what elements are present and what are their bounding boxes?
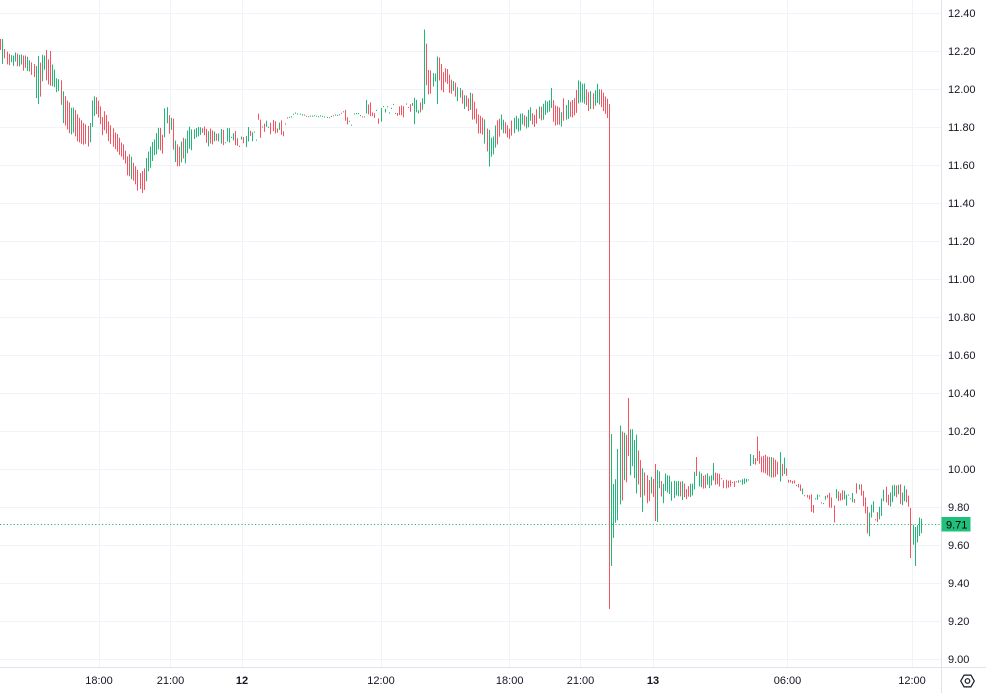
svg-text:12.00: 12.00 [948,84,976,96]
svg-text:11.20: 11.20 [948,236,975,248]
svg-text:10.40: 10.40 [948,388,976,400]
svg-text:10.80: 10.80 [948,312,976,324]
svg-text:21:00: 21:00 [567,675,595,687]
svg-text:12.40: 12.40 [948,8,976,20]
svg-text:11.60: 11.60 [948,160,975,172]
svg-text:9.80: 9.80 [948,502,969,514]
svg-text:10.20: 10.20 [948,426,976,438]
svg-text:06:00: 06:00 [774,675,802,687]
svg-text:9.00: 9.00 [948,654,969,666]
svg-text:10.60: 10.60 [948,350,976,362]
svg-text:18:00: 18:00 [496,675,524,687]
svg-text:18:00: 18:00 [85,675,113,687]
svg-text:9.60: 9.60 [948,540,969,552]
svg-text:11.00: 11.00 [948,274,975,286]
svg-text:12:00: 12:00 [898,675,926,687]
svg-text:13: 13 [647,675,659,687]
svg-text:9.40: 9.40 [948,578,969,590]
svg-text:11.40: 11.40 [948,198,975,210]
svg-text:9.20: 9.20 [948,616,969,628]
svg-text:12: 12 [236,675,248,687]
svg-text:12.20: 12.20 [948,46,976,58]
svg-text:10.00: 10.00 [948,464,976,476]
svg-text:11.80: 11.80 [948,122,975,134]
svg-text:9.71: 9.71 [946,520,967,532]
svg-text:21:00: 21:00 [157,675,185,687]
svg-text:12:00: 12:00 [367,675,395,687]
